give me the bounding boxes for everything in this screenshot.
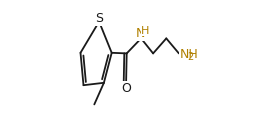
Text: S: S	[95, 12, 103, 24]
Text: H: H	[141, 26, 149, 36]
Text: NH: NH	[180, 48, 198, 60]
Text: 2: 2	[188, 52, 194, 62]
Text: O: O	[121, 82, 131, 95]
Text: N: N	[135, 27, 145, 40]
